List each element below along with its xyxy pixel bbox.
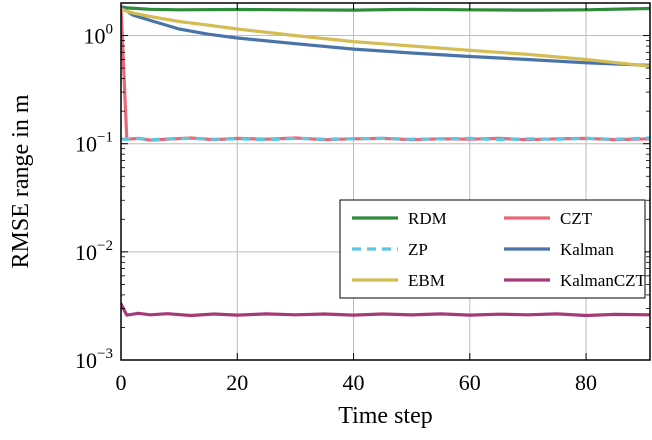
y-tick-label: 100 [84,22,114,49]
legend-label-ebm: EBM [408,271,445,290]
x-tick-label: 20 [226,370,248,395]
series-line-zp [121,136,650,142]
y-tick-label: 10−1 [75,130,113,157]
series-lines [121,5,650,318]
y-axis-ticks: 100 10−1 10−2 10−3 [75,2,650,373]
legend: RDM CZT ZP Kalman EBM KalmanCZT [339,199,647,299]
x-tick-label: 40 [343,370,365,395]
x-tick-label: 60 [459,370,481,395]
legend-label-kalmanczt: KalmanCZT [560,271,647,290]
legend-label-kalman: Kalman [560,240,614,259]
series-line-czt [121,5,650,142]
y-tick-label: 10−3 [75,346,113,373]
x-tick-label: 80 [575,370,597,395]
y-axis-label: RMSE range in m [8,94,34,268]
plot-frame [120,2,651,361]
series-line-kalman [121,5,650,68]
series-line-kalmanczt [121,302,650,318]
y-tick-label: 10−2 [75,238,113,265]
x-axis-ticks: 0 20 40 60 80 [116,3,597,395]
series-line-rdm [121,5,650,12]
legend-label-czt: CZT [560,209,593,228]
legend-label-zp: ZP [408,240,428,259]
x-tick-label: 0 [116,370,127,395]
legend-label-rdm: RDM [408,209,447,228]
x-axis-label: Time step [338,403,432,429]
series-line-ebm [121,7,650,68]
